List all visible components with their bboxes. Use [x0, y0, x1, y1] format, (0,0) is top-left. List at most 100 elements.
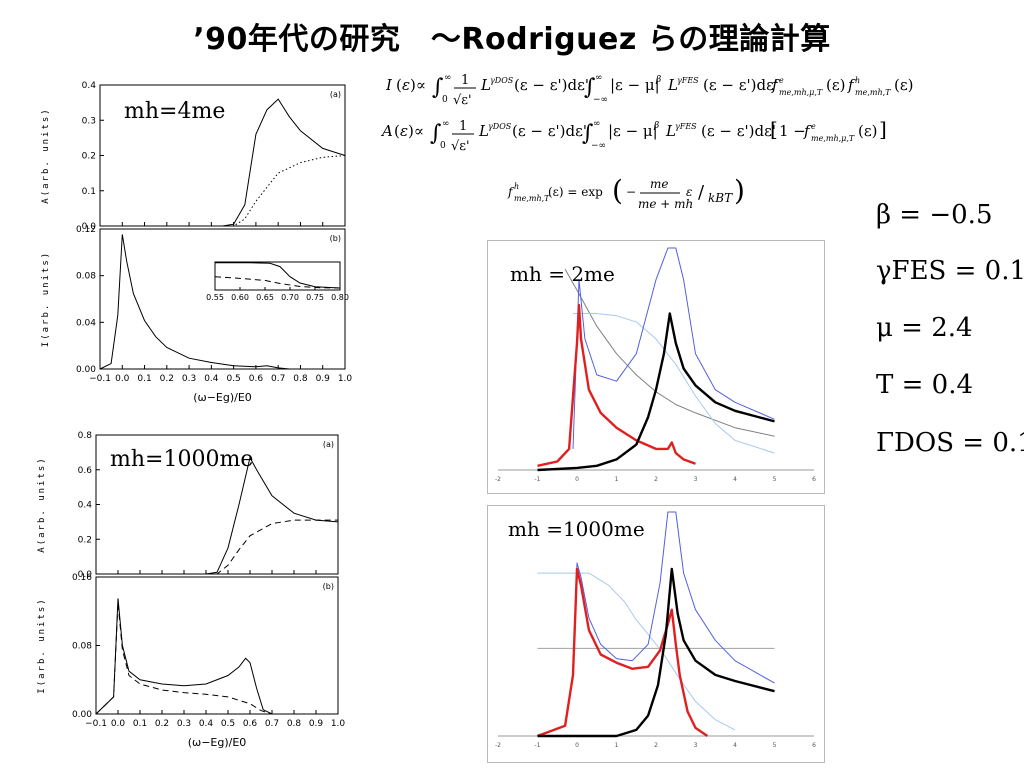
svg-text:∫: ∫ — [430, 121, 442, 146]
svg-text:(: ( — [396, 76, 402, 94]
svg-text:∫: ∫ — [582, 121, 594, 146]
inset-series-solid — [215, 262, 341, 289]
x-tick-label: 0.9 — [309, 719, 324, 729]
panel-label: (b) — [323, 582, 334, 591]
svg-text:]: ] — [879, 117, 887, 141]
svg-text:|ε − μ|: |ε − μ| — [610, 76, 660, 94]
svg-text:∫: ∫ — [584, 75, 596, 100]
y-tick-label: 0.4 — [78, 501, 93, 511]
mass-label-top-left: mh=4me — [124, 99, 226, 124]
svg-text:): ) — [734, 174, 745, 207]
inset-x-tick-label: 0.80 — [331, 293, 349, 302]
left-bottom-panel-b: 0.00 0.08 0.16 −0.1 0.0 0.1 0.2 0.3 0.4 0.5 0.6 0.7… — [37, 573, 345, 749]
x-tick-label: 0.0 — [111, 719, 126, 729]
y-tick-label: 0.0 — [78, 570, 93, 580]
inset-x-tick-label: 0.75 — [306, 293, 324, 302]
svg-text:(ε − ε')dε': (ε − ε')dε' — [512, 122, 587, 140]
svg-text:0: 0 — [442, 95, 448, 105]
svg-text:√ε': √ε' — [451, 139, 470, 154]
series-line-dashed — [95, 602, 338, 715]
svg-text:(ε): (ε) — [826, 76, 845, 94]
y-tick-label: 0.16 — [72, 573, 92, 583]
svg-text:me,mh,T: me,mh,T — [855, 88, 891, 97]
panel-label: (a) — [323, 440, 334, 449]
svg-text:γFES: γFES — [675, 122, 697, 131]
mass-label-right-bottom: mh =1000me — [508, 517, 645, 541]
svg-text:1 −: 1 − — [779, 122, 806, 140]
svg-text:0: 0 — [440, 141, 446, 151]
svg-text:ε: ε — [400, 122, 408, 140]
svg-text:(ε): (ε) — [858, 122, 877, 140]
x-tick-label: 0.8 — [293, 374, 308, 384]
slide-title: ’90年代の研究 〜Rodriguez らの理論計算 — [193, 22, 831, 57]
svg-text:me: me — [650, 177, 668, 191]
x-tick-label: 0.0 — [115, 374, 130, 384]
svg-text:−∞: −∞ — [593, 95, 608, 105]
inset-series-dashed — [214, 276, 341, 289]
x-tick-label: 0.5 — [226, 374, 240, 384]
y-tick-label: 0.0 — [82, 222, 97, 232]
svg-text:me,mh,T: me,mh,T — [514, 194, 550, 203]
svg-text:me,mh,μ,T: me,mh,μ,T — [779, 88, 823, 97]
svg-text:[: [ — [770, 117, 778, 141]
svg-text:)∝: )∝ — [408, 122, 424, 140]
svg-text:kBT: kBT — [708, 191, 733, 205]
x-tick-label: 0.9 — [316, 374, 331, 384]
svg-text:ε: ε — [402, 76, 410, 94]
x-tick-label: −0.1 — [89, 374, 111, 384]
x-tick-label: 0.1 — [137, 374, 151, 384]
y-tick-label: 0.2 — [82, 152, 96, 162]
plot-frame — [95, 576, 339, 715]
x-tick-label: 0.4 — [204, 374, 219, 384]
svg-text:γDOS: γDOS — [488, 122, 512, 131]
inset-x-tick-label: 0.55 — [206, 293, 224, 302]
series-line-dashed — [96, 519, 338, 575]
y-axis-label: I(arb. units) — [41, 251, 51, 347]
svg-text:f: f — [803, 122, 812, 140]
y-tick-label: 0.6 — [78, 466, 93, 476]
x-tick-label: −0.1 — [85, 719, 107, 729]
y-tick-label: 0.8 — [78, 431, 93, 441]
plot-frame — [99, 228, 346, 370]
y-tick-label: 0.04 — [76, 318, 96, 328]
svg-text:L: L — [480, 76, 491, 94]
svg-text:/: / — [698, 182, 705, 203]
x-tick-label: 0.2 — [160, 374, 174, 384]
left-top-panel-b: 0.00 0.04 0.08 0.12 −0.1 0.0 0.1 0.2 0.3 0.4 0.5 0.… — [41, 225, 352, 404]
svg-text:√ε': √ε' — [453, 93, 472, 108]
svg-text:A: A — [380, 122, 393, 140]
svg-text:(: ( — [612, 174, 623, 207]
y-tick-label: 0.1 — [82, 187, 96, 197]
svg-text:h: h — [855, 76, 860, 85]
right-bottom-chart-frame — [487, 505, 825, 763]
x-tick-label: 1.0 — [331, 719, 346, 729]
svg-text:−: − — [626, 185, 636, 199]
svg-text:L: L — [665, 122, 676, 140]
svg-text:me,mh,μ,T: me,mh,μ,T — [811, 134, 855, 143]
y-tick-label: 0.2 — [78, 535, 92, 545]
x-tick-label: 0.2 — [155, 719, 169, 729]
y-tick-label: 0.00 — [76, 365, 96, 375]
series-line-solid — [96, 456, 339, 575]
param-gamma-fes: γFES = 0.1 — [876, 256, 1024, 286]
svg-text:(ε) = exp: (ε) = exp — [548, 185, 603, 199]
panel-label: (b) — [330, 234, 341, 243]
x-tick-label: 0.7 — [265, 719, 279, 729]
x-tick-label: 0.5 — [221, 719, 235, 729]
x-axis-label: (ω−Eg)/E0 — [193, 391, 252, 404]
x-tick-label: 0.6 — [249, 374, 264, 384]
x-tick-label: 0.7 — [271, 374, 285, 384]
svg-text:∞: ∞ — [593, 119, 601, 129]
param-beta: β = −0.5 — [876, 200, 993, 230]
param-gamma-dos: ΓDOS = 0.1 — [876, 428, 1024, 458]
svg-text:)∝: )∝ — [410, 76, 426, 94]
svg-text:ε: ε — [686, 185, 692, 199]
svg-text:me + mh: me + mh — [638, 197, 693, 211]
y-tick-label: 0.4 — [82, 81, 97, 91]
svg-text:e: e — [779, 76, 784, 85]
svg-text:|ε − μ|: |ε − μ| — [608, 122, 658, 140]
